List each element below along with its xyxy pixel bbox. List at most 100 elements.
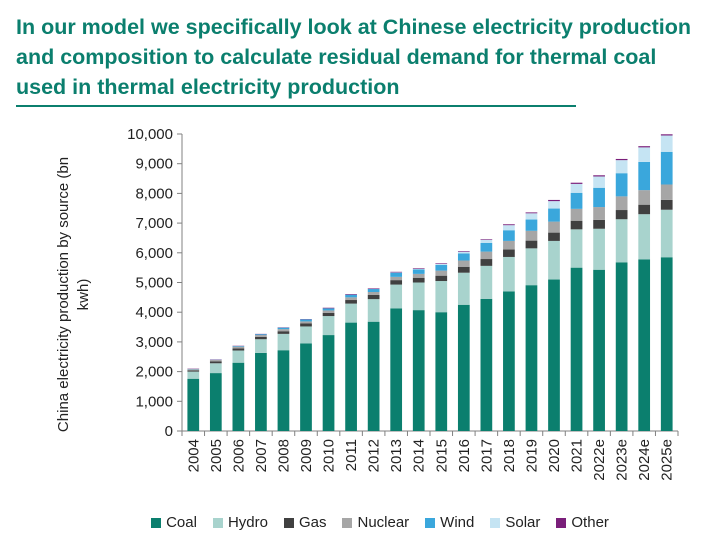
legend-label: Wind xyxy=(440,514,475,531)
y-tick-label: 0 xyxy=(165,423,173,440)
bar-wind-2010 xyxy=(322,308,335,311)
bar-other-2012 xyxy=(367,288,380,290)
chart-title: In our model we specifically look at Chi… xyxy=(16,15,692,99)
x-tick-label: 2013 xyxy=(388,439,405,472)
legend-label: Gas xyxy=(298,514,327,531)
bar-gas-2015 xyxy=(435,275,448,282)
bar-gas-2021 xyxy=(570,220,583,230)
bar-other-2018 xyxy=(503,224,515,226)
bar-coal-2023e xyxy=(615,262,628,431)
bar-wind-2006 xyxy=(232,346,245,347)
bar-gas-2022e xyxy=(593,219,605,229)
bar-other-2017 xyxy=(480,239,493,240)
x-tick-label: 2022e xyxy=(591,439,608,481)
bar-other-2019 xyxy=(525,212,538,214)
x-tick-label: 2019 xyxy=(523,439,540,472)
bar-gas-2024e xyxy=(638,204,651,215)
legend-swatch xyxy=(556,517,567,528)
bar-nuclear-2017 xyxy=(480,251,493,260)
bar-hydro-2004 xyxy=(187,371,200,379)
bar-nuclear-2025e xyxy=(660,184,673,200)
bar-nuclear-2015 xyxy=(435,270,448,276)
bar-wind-2020 xyxy=(548,208,560,222)
bar-wind-2012 xyxy=(367,289,380,293)
title-underline xyxy=(16,105,576,107)
bar-gas-2025e xyxy=(660,199,673,210)
legend-item-gas: Gas xyxy=(283,514,327,531)
bar-nuclear-2004 xyxy=(187,369,200,371)
legend-label: Hydro xyxy=(227,514,268,531)
bar-gas-2019 xyxy=(525,240,538,249)
bar-wind-2021 xyxy=(570,192,583,209)
legend-swatch xyxy=(151,517,162,528)
bar-nuclear-2010 xyxy=(322,310,335,313)
bar-hydro-2020 xyxy=(548,240,560,280)
bar-gas-2014 xyxy=(412,277,425,283)
bar-coal-2006 xyxy=(232,362,245,431)
legend-item-other: Other xyxy=(556,514,609,531)
y-tick-label: 10,000 xyxy=(127,126,173,143)
bar-coal-2025e xyxy=(660,257,673,431)
bar-hydro-2025e xyxy=(660,209,673,258)
bar-nuclear-2008 xyxy=(277,329,290,332)
bar-gas-2012 xyxy=(367,294,380,300)
bar-solar-2020 xyxy=(548,201,560,209)
bar-wind-2016 xyxy=(457,253,470,261)
bar-wind-2014 xyxy=(412,269,425,274)
legend-item-hydro: Hydro xyxy=(212,514,268,531)
y-tick-label: 4,000 xyxy=(135,304,173,321)
x-tick-label: 2015 xyxy=(433,439,450,472)
bar-nuclear-2009 xyxy=(300,321,312,324)
bar-gas-2007 xyxy=(255,336,267,340)
bar-solar-2019 xyxy=(525,213,538,220)
stacked-bar-chart: 0 1,000 2,000 3,000 4,000 5,000 6,000 7,000 8,00… xyxy=(55,126,679,481)
bar-solar-2014 xyxy=(412,268,425,270)
bar-gas-2009 xyxy=(300,323,312,327)
bar-coal-2020 xyxy=(548,279,560,431)
bar-coal-2024e xyxy=(638,259,651,431)
bar-coal-2015 xyxy=(435,312,448,431)
legend-label: Coal xyxy=(166,514,197,531)
x-tick-label: 2007 xyxy=(253,439,270,472)
bar-coal-2007 xyxy=(255,352,267,431)
legend-item-coal: Coal xyxy=(151,514,197,531)
bar-wind-2022e xyxy=(593,187,605,208)
y-tick-label: 9,000 xyxy=(135,156,173,173)
bar-gas-2006 xyxy=(232,348,245,351)
legend-swatch xyxy=(342,517,353,528)
bar-solar-2021 xyxy=(570,183,583,193)
x-tick-label: 2025e xyxy=(659,439,676,481)
bar-hydro-2011 xyxy=(345,303,357,323)
bar-other-2014 xyxy=(412,268,425,269)
y-tick-label: 3,000 xyxy=(135,334,173,351)
bar-hydro-2022e xyxy=(593,228,605,270)
bar-hydro-2018 xyxy=(503,256,515,292)
bar-wind-2023e xyxy=(615,173,628,197)
x-tick-label: 2023e xyxy=(614,439,631,481)
legend-label: Nuclear xyxy=(357,514,410,531)
bar-other-2020 xyxy=(548,199,560,202)
chart-legend: Coal Hydro Gas Nuclear Wind Solar Other xyxy=(100,514,660,531)
bar-coal-2009 xyxy=(300,343,312,431)
bar-hydro-2019 xyxy=(525,248,538,286)
legend-item-wind: Wind xyxy=(425,514,474,531)
bar-nuclear-2011 xyxy=(345,297,357,301)
bar-gas-2013 xyxy=(390,280,403,285)
bar-nuclear-2012 xyxy=(367,292,380,295)
y-tick-label: 1,000 xyxy=(135,393,173,410)
bar-other-2021 xyxy=(570,182,583,184)
x-tick-label: 2012 xyxy=(366,439,383,472)
bar-other-2013 xyxy=(390,271,403,273)
bar-gas-2017 xyxy=(480,259,493,266)
bar-hydro-2015 xyxy=(435,281,448,313)
bar-gas-2005 xyxy=(209,361,222,364)
bar-nuclear-2021 xyxy=(570,208,583,221)
bar-coal-2022e xyxy=(593,269,605,431)
bar-hydro-2024e xyxy=(638,214,651,260)
x-tick-label: 2021 xyxy=(569,439,586,472)
bar-gas-2010 xyxy=(322,312,335,317)
legend-swatch xyxy=(425,517,436,528)
bar-other-2015 xyxy=(435,263,448,264)
bar-gas-2023e xyxy=(615,210,628,220)
bar-other-2022e xyxy=(593,175,605,177)
